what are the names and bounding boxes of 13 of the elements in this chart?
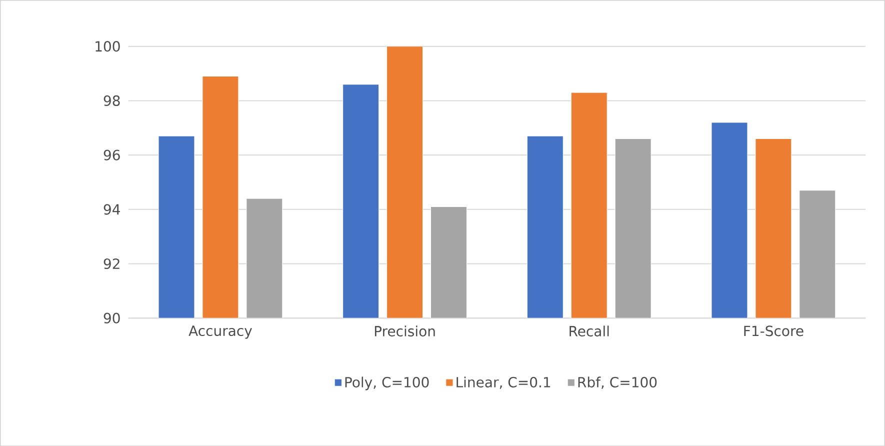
x-tick-label: Precision: [374, 325, 435, 336]
x-tick-label: F1-Score: [744, 325, 804, 336]
y-tick-label: 98: [104, 95, 120, 106]
x-tick-label: Accuracy: [188, 325, 252, 339]
y-tick-label: 94: [104, 204, 120, 215]
y-tick-label: 92: [104, 258, 120, 269]
legend-label: Poly, C=100: [345, 376, 429, 390]
y-tick-label: 100: [96, 40, 120, 52]
x-tick-label: Recall: [570, 325, 609, 336]
y-tick-label: 90: [104, 312, 120, 324]
y-tick-label: 96: [104, 150, 120, 160]
legend-label: Rbf, C=100: [578, 376, 657, 389]
legend-label: Linear, C=0.1: [456, 376, 550, 389]
